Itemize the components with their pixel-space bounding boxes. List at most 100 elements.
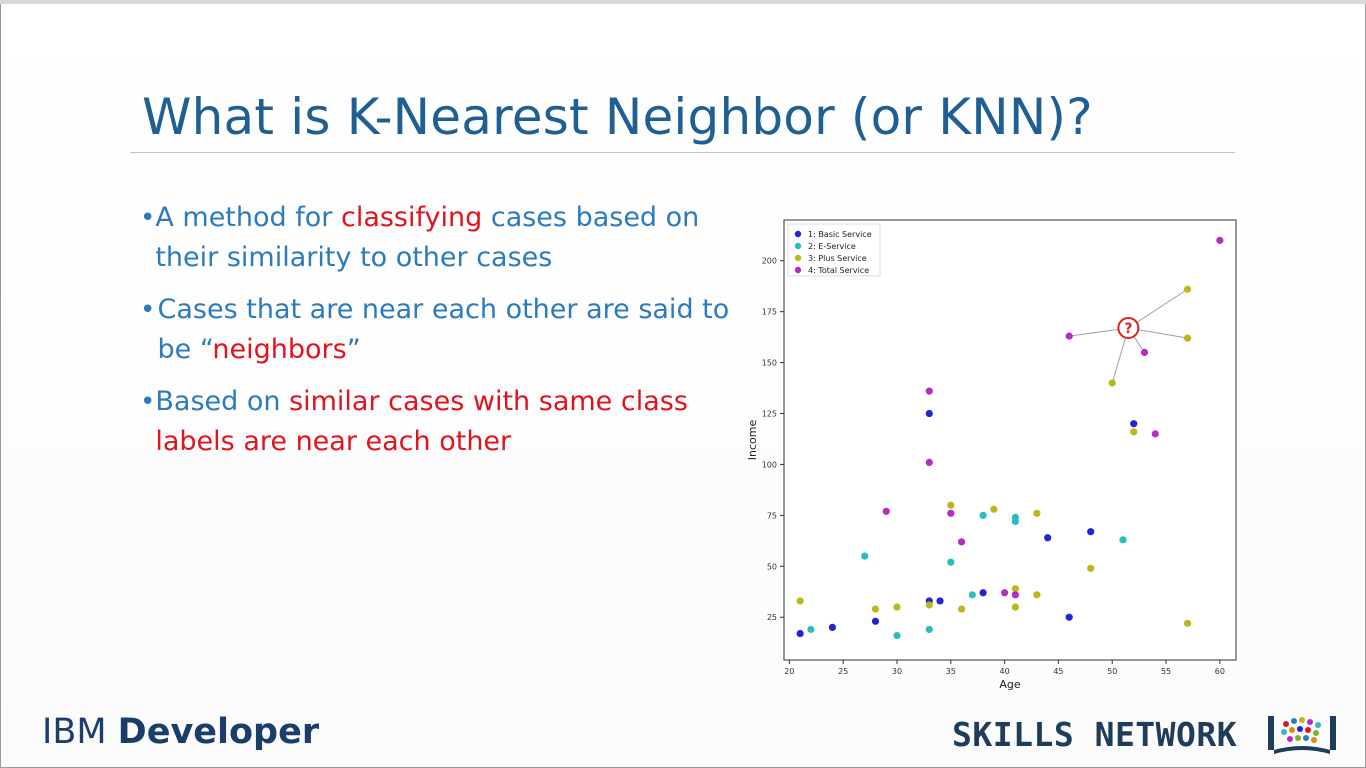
bullet-text: Cases that are near each other are said … <box>158 290 730 370</box>
slide-title: What is K-Nearest Neighbor (or KNN)? <box>142 88 1093 146</box>
legend-marker <box>794 266 802 274</box>
data-point <box>957 605 966 613</box>
knn-scatter-chart: 20 25 30 35 40 45 50 55 60 25 50 75 100 125 150 175 200 A… <box>740 212 1250 702</box>
bullet-text-part: A method for <box>155 202 341 233</box>
data-point <box>925 387 933 395</box>
data-point <box>1119 536 1127 544</box>
data-point <box>1130 428 1138 436</box>
data-point <box>925 409 933 418</box>
bullet-list: • A method for classifying cases based on… <box>140 198 730 474</box>
highlighted-text: classifying <box>340 202 483 233</box>
legend-box <box>787 223 881 277</box>
data-point <box>1087 528 1095 536</box>
x-tick-label: 25 <box>838 667 848 676</box>
data-point <box>1108 379 1116 387</box>
data-point <box>1130 420 1138 428</box>
y-tick-label: 25 <box>767 613 777 622</box>
highlighted-text: similar cases with same class labels are… <box>155 386 688 457</box>
bullet-item: • Cases that are near each other are said… <box>140 290 730 370</box>
data-point <box>1044 534 1052 542</box>
data-point <box>1216 236 1224 244</box>
data-point <box>979 511 987 519</box>
data-point <box>1011 591 1019 599</box>
bullet-text: A method for classifying cases based on … <box>155 198 730 278</box>
query-point-marker <box>1117 316 1140 339</box>
legend-marker <box>794 254 802 262</box>
skills-network-label: SKILLS NETWORK <box>952 715 1238 754</box>
bullet-item: • Based on similar cases with same class … <box>140 382 730 462</box>
data-point <box>1011 603 1019 611</box>
y-axis-label: Income <box>746 420 759 461</box>
x-tick-label: 40 <box>1000 667 1010 676</box>
data-point <box>1033 509 1041 517</box>
x-tick-label: 20 <box>784 667 794 676</box>
data-point <box>925 601 933 609</box>
data-point <box>990 505 998 513</box>
data-point <box>828 623 837 632</box>
x-tick-label: 55 <box>1161 667 1171 676</box>
data-point <box>1011 585 1019 593</box>
data-point <box>1183 285 1192 293</box>
data-point <box>968 591 976 599</box>
legend-entry: 3: Plus Service <box>808 254 867 263</box>
x-tick-label: 45 <box>1053 667 1063 676</box>
data-point <box>947 501 955 509</box>
data-point <box>1065 332 1073 340</box>
data-point <box>1001 589 1009 597</box>
y-tick-label: 200 <box>762 257 777 266</box>
data-point <box>1151 430 1159 438</box>
y-tick-label: 150 <box>762 359 777 368</box>
data-point <box>957 538 966 546</box>
data-point <box>947 509 955 517</box>
bullet-text-part: cases based on their similarity to other… <box>155 202 700 273</box>
y-tick-label: 75 <box>767 511 777 520</box>
data-point <box>796 629 804 638</box>
y-tick-label: 125 <box>762 410 777 419</box>
bullet-text-part: Cases that are near each other are said … <box>157 294 730 365</box>
data-point <box>893 631 901 640</box>
data-point <box>1183 619 1192 627</box>
x-tick-label: 35 <box>946 667 956 676</box>
bullet-dot-icon: • <box>140 295 156 325</box>
data-point <box>882 507 890 515</box>
legend-entry: 1: Basic Service <box>808 230 872 239</box>
data-point <box>1183 334 1192 342</box>
bullet-text-part: ” <box>346 334 361 365</box>
bullet-text-part: Based on <box>155 386 290 417</box>
data-point <box>1140 348 1149 357</box>
legend-entry: 2: E-Service <box>808 242 856 251</box>
data-point <box>796 597 804 605</box>
y-tick-label: 100 <box>762 460 777 469</box>
brand-prefix: IBM <box>42 712 118 752</box>
data-point <box>1011 517 1019 526</box>
data-point <box>925 458 933 467</box>
data-point <box>871 617 880 625</box>
data-point <box>893 603 901 611</box>
bullet-item: • A method for classifying cases based on… <box>140 198 730 278</box>
data-point <box>947 558 955 566</box>
data-point <box>871 605 880 613</box>
bullet-text: Based on similar cases with same class l… <box>155 382 730 462</box>
highlighted-text: neighbors <box>212 334 347 365</box>
plot-area <box>783 219 1237 661</box>
ibm-developer-logo: IBM Developer <box>42 712 319 752</box>
data-point <box>1033 591 1041 599</box>
legend-marker <box>794 242 802 250</box>
chart-svg: 20 25 30 35 40 45 50 55 60 25 50 75 100 125 150 175 200 A… <box>746 219 1237 691</box>
data-point <box>1065 613 1073 621</box>
title-divider <box>130 152 1235 153</box>
skills-network-icon <box>1268 716 1336 754</box>
legend-entry: 4: Total Service <box>808 266 869 275</box>
data-point <box>861 552 869 560</box>
x-tick-label: 50 <box>1107 667 1117 676</box>
y-tick-label: 50 <box>767 562 777 571</box>
data-point <box>979 589 987 597</box>
legend-marker <box>794 230 802 238</box>
x-tick-label: 30 <box>892 667 902 676</box>
data-point <box>807 625 815 634</box>
data-point <box>936 597 944 605</box>
neighbor-link <box>1128 288 1188 329</box>
top-bar <box>0 0 1366 4</box>
y-tick-label: 175 <box>762 308 777 317</box>
x-tick-label: 60 <box>1215 667 1225 676</box>
